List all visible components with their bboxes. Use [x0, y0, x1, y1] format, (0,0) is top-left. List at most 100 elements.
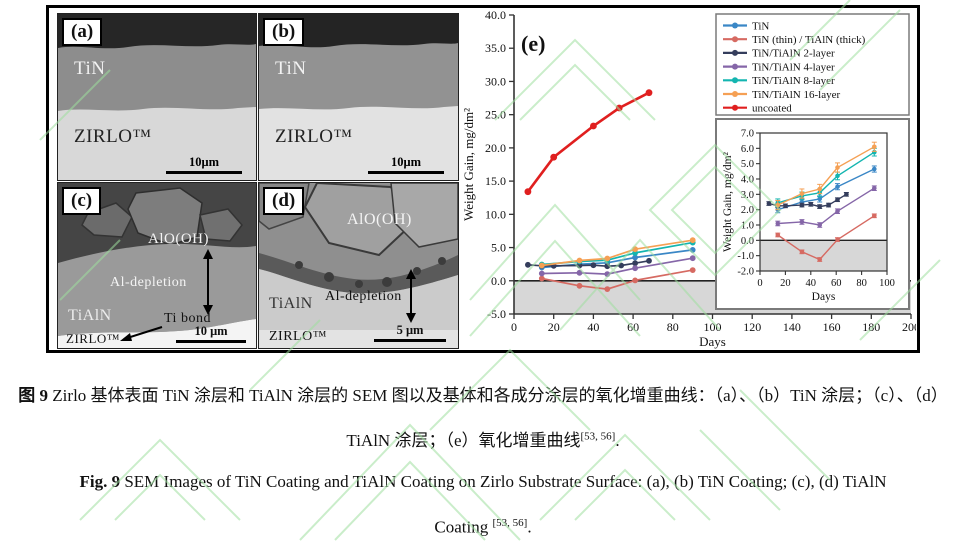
- scale-bar-line-c: [176, 340, 246, 343]
- svg-text:15.0: 15.0: [485, 174, 506, 188]
- svg-text:-2.0: -2.0: [737, 267, 754, 278]
- svg-text:TiN/TiAlN 8-layer: TiN/TiAlN 8-layer: [752, 75, 835, 87]
- oxide-label-d: AlO(OH): [347, 211, 412, 228]
- svg-text:20.0: 20.0: [485, 141, 506, 155]
- svg-text:10.0: 10.0: [485, 207, 506, 221]
- svg-text:25.0: 25.0: [485, 108, 506, 122]
- substrate-label-d: ZIRLO™: [269, 329, 327, 344]
- svg-text:0: 0: [757, 278, 762, 289]
- caption-en-line1: Fig. 9 SEM Images of TiN Coating and TiA…: [0, 472, 966, 492]
- substrate-label-c: ZIRLO™: [66, 331, 121, 346]
- svg-text:5.0: 5.0: [741, 159, 754, 170]
- scale-label-c: 10 μm: [194, 324, 228, 338]
- svg-text:80: 80: [856, 278, 867, 289]
- svg-text:120: 120: [743, 320, 761, 334]
- caption-en-prefix: Fig. 9: [79, 472, 121, 491]
- coating-label-c: TiAlN: [68, 307, 112, 324]
- svg-text:7.0: 7.0: [741, 129, 754, 140]
- sem-panel-b: (b) TiN ZIRLO™ 10μm: [258, 13, 459, 181]
- svg-text:3.0: 3.0: [741, 190, 754, 201]
- caption-zh-line2: TiAlN 涂层；（e）氧化增重曲线[53, 56].: [0, 426, 966, 451]
- svg-text:20: 20: [780, 278, 791, 289]
- scale-bar-line-a: [166, 171, 242, 174]
- coating-label-d: TiAlN: [269, 295, 313, 312]
- sem-panel-d: (d) AlO(OH) Al-depletion TiAlN ZIRLO™ 5 …: [258, 182, 459, 349]
- svg-text:60: 60: [627, 320, 639, 334]
- weight-gain-chart-svg: -5.0 0.0 5.0 10.0 15.0 20.0 25.0 30.0 35.0 40.0 0 2…: [461, 8, 920, 349]
- panel-label-b: (b): [263, 18, 305, 46]
- oxidation-weight-gain-chart: -5.0 0.0 5.0 10.0 15.0 20.0 25.0 30.0 35.0 40.0 0 2…: [459, 8, 920, 349]
- oxide-label-c: AlO(OH): [148, 231, 209, 247]
- caption-en-text2: Coating: [434, 517, 493, 537]
- caption-zh-line1: 图 9 Zirlo 基体表面 TiN 涂层和 TiAlN 涂层的 SEM 图以及…: [0, 381, 966, 406]
- caption-zh-period: .: [615, 431, 620, 450]
- svg-text:TiN (thin) / TiAlN (thick): TiN (thin) / TiAlN (thick): [752, 34, 866, 46]
- caption-en-period: .: [527, 517, 532, 537]
- bond-label-c: Ti bond: [164, 311, 211, 326]
- panel-label-c: (c): [62, 187, 102, 215]
- depletion-label-d: Al-depletion: [325, 289, 402, 304]
- depletion-label-c: Al-depletion: [110, 275, 187, 290]
- caption-zh-citation: [53, 56]: [580, 430, 616, 443]
- svg-text:Weight Gain, mg/dm²: Weight Gain, mg/dm²: [722, 151, 734, 251]
- svg-text:35.0: 35.0: [485, 41, 506, 55]
- caption-en-line2: Coating [53, 56].: [0, 517, 966, 538]
- caption-zh-text2: TiAlN 涂层；（e）氧化增重曲线: [346, 431, 581, 450]
- coating-label-b: TiN: [275, 58, 307, 79]
- svg-text:TiN/TiAlN 2-layer: TiN/TiAlN 2-layer: [752, 48, 835, 60]
- scale-bar-c: 10 μm: [176, 324, 246, 343]
- svg-text:20: 20: [548, 320, 560, 334]
- caption-en-citation: [53, 56]: [492, 517, 528, 529]
- svg-text:1.0: 1.0: [741, 221, 754, 232]
- svg-text:(e): (e): [521, 31, 545, 56]
- svg-text:4.0: 4.0: [741, 175, 754, 186]
- svg-text:TiN/TiAlN 4-layer: TiN/TiAlN 4-layer: [752, 61, 835, 73]
- svg-text:-1.0: -1.0: [737, 251, 754, 262]
- svg-text:160: 160: [823, 320, 841, 334]
- svg-text:0: 0: [511, 320, 517, 334]
- caption-zh-prefix: 图 9: [18, 386, 49, 405]
- svg-text:100: 100: [879, 278, 895, 289]
- svg-text:-5.0: -5.0: [487, 307, 506, 321]
- caption-en-text1: SEM Images of TiN Coating and TiAlN Coat…: [120, 472, 887, 491]
- svg-text:30.0: 30.0: [485, 74, 506, 88]
- scale-bar-b: 10μm: [368, 155, 444, 174]
- svg-text:60: 60: [831, 278, 842, 289]
- svg-text:uncoated: uncoated: [752, 103, 792, 115]
- scale-label-d: 5 μm: [396, 323, 424, 337]
- caption-zh-text1: Zirlo 基体表面 TiN 涂层和 TiAlN 涂层的 SEM 图以及基体和各…: [48, 386, 948, 405]
- scale-bar-a: 10μm: [166, 155, 242, 174]
- scale-bar-line-b: [368, 171, 444, 174]
- scale-label-a: 10μm: [189, 155, 219, 169]
- svg-text:5.0: 5.0: [491, 241, 506, 255]
- coating-label-a: TiN: [74, 58, 106, 79]
- svg-text:Days: Days: [699, 334, 726, 349]
- svg-text:100: 100: [704, 320, 722, 334]
- svg-text:0.0: 0.0: [741, 236, 754, 247]
- svg-text:40: 40: [587, 320, 599, 334]
- svg-text:80: 80: [667, 320, 679, 334]
- scale-label-b: 10μm: [391, 155, 421, 169]
- svg-text:40: 40: [806, 278, 817, 289]
- svg-text:200: 200: [902, 320, 916, 334]
- svg-text:Days: Days: [812, 291, 836, 303]
- svg-text:180: 180: [862, 320, 880, 334]
- svg-text:140: 140: [783, 320, 801, 334]
- sem-panel-c: (c) AlO(OH) Al-depletion TiAlN Ti bond Z…: [57, 182, 257, 349]
- substrate-label-a: ZIRLO™: [74, 126, 152, 147]
- substrate-label-b: ZIRLO™: [275, 126, 353, 147]
- svg-text:TiN: TiN: [752, 20, 769, 32]
- panel-label-a: (a): [62, 18, 103, 46]
- svg-text:TiN/TiAlN 16-layer: TiN/TiAlN 16-layer: [752, 89, 840, 101]
- svg-text:Weight Gain, mg/dm²: Weight Gain, mg/dm²: [461, 108, 476, 221]
- svg-text:2.0: 2.0: [741, 205, 754, 216]
- panel-label-d: (d): [263, 187, 305, 215]
- scale-bar-line-d: [374, 339, 446, 342]
- scale-bar-d: 5 μm: [374, 323, 446, 342]
- svg-text:6.0: 6.0: [741, 144, 754, 155]
- svg-text:40.0: 40.0: [485, 9, 506, 22]
- sem-panel-a: (a) TiN ZIRLO™ 10μm: [57, 13, 257, 181]
- figure-9: (a) TiN ZIRLO™ 10μm (b) TiN ZIRLO™ 10μm: [46, 5, 920, 353]
- svg-text:0.0: 0.0: [491, 274, 506, 288]
